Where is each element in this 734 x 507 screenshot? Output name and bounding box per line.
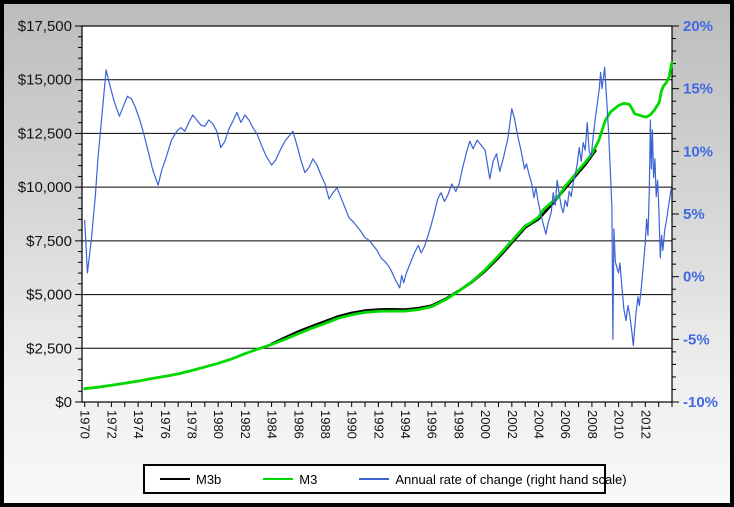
svg-text:-5%: -5% [683, 331, 710, 348]
money-supply-chart: $0 $2,500 $5,000 $7,500 $10,000 $12,500 $15,00… [18, 18, 718, 439]
m3-line-swatch-icon [263, 477, 294, 481]
axis-ticks [75, 25, 679, 407]
svg-text:1980: 1980 [211, 410, 226, 439]
svg-text:$15,000: $15,000 [18, 72, 72, 89]
svg-text:1976: 1976 [158, 410, 173, 439]
svg-text:2004: 2004 [532, 410, 547, 439]
svg-text:1990: 1990 [345, 410, 360, 439]
svg-text:$7,500: $7,500 [26, 233, 72, 250]
svg-text:20%: 20% [683, 18, 713, 35]
gridlines [82, 79, 672, 349]
svg-text:$17,500: $17,500 [18, 18, 72, 35]
right-axis-labels: -10% -5% 0% 5% 10% 15% 20% [683, 18, 718, 411]
plot-frame [81, 25, 673, 403]
svg-text:0%: 0% [683, 269, 705, 286]
legend-item-rate: Annual rate of change (right hand scale) [359, 471, 627, 487]
svg-text:1978: 1978 [184, 410, 199, 439]
legend-label-rate: Annual rate of change (right hand scale) [395, 471, 627, 487]
legend-label-m3: M3 [299, 471, 318, 487]
m3-series-line [83, 61, 674, 391]
svg-text:1986: 1986 [291, 410, 306, 439]
svg-text:1996: 1996 [425, 410, 440, 439]
svg-text:1984: 1984 [265, 410, 280, 439]
svg-text:1988: 1988 [318, 410, 333, 439]
legend-item-m3b: M3b [160, 472, 221, 487]
rate-line-swatch-icon [359, 478, 390, 480]
m3b-line-swatch-icon [160, 477, 190, 481]
legend-item-m3: M3 [263, 472, 317, 487]
svg-text:1998: 1998 [451, 410, 466, 439]
svg-text:1972: 1972 [104, 410, 119, 439]
svg-text:$2,500: $2,500 [26, 340, 72, 357]
svg-text:$5,000: $5,000 [26, 287, 72, 304]
svg-text:2010: 2010 [612, 410, 627, 439]
svg-text:1974: 1974 [131, 410, 146, 439]
legend-label-m3b: M3b [196, 471, 222, 487]
annual-series-line [84, 66, 672, 347]
svg-text:5%: 5% [683, 206, 705, 223]
x-axis-labels: 1970 1972 1974 1976 1978 1980 1982 1984 1986 1988… [78, 410, 654, 439]
svg-text:$0: $0 [55, 394, 72, 411]
left-axis-labels: $0 $2,500 $5,000 $7,500 $10,000 $12,500 $15,00… [18, 18, 72, 411]
svg-text:2008: 2008 [585, 410, 600, 439]
svg-text:2006: 2006 [558, 410, 573, 439]
svg-text:1992: 1992 [371, 410, 386, 439]
svg-text:2012: 2012 [638, 410, 653, 439]
plot-area [82, 26, 672, 402]
legend: M3b M3 Annual rate of change (right hand… [143, 464, 627, 494]
svg-text:2000: 2000 [478, 410, 493, 439]
svg-text:$12,500: $12,500 [18, 125, 72, 142]
svg-text:15%: 15% [683, 81, 713, 98]
svg-text:2002: 2002 [505, 410, 520, 439]
svg-text:1994: 1994 [398, 410, 413, 439]
svg-text:1970: 1970 [78, 410, 93, 439]
svg-text:1982: 1982 [238, 410, 253, 439]
svg-text:10%: 10% [683, 143, 713, 160]
svg-text:$10,000: $10,000 [18, 179, 72, 196]
svg-text:-10%: -10% [683, 394, 718, 411]
